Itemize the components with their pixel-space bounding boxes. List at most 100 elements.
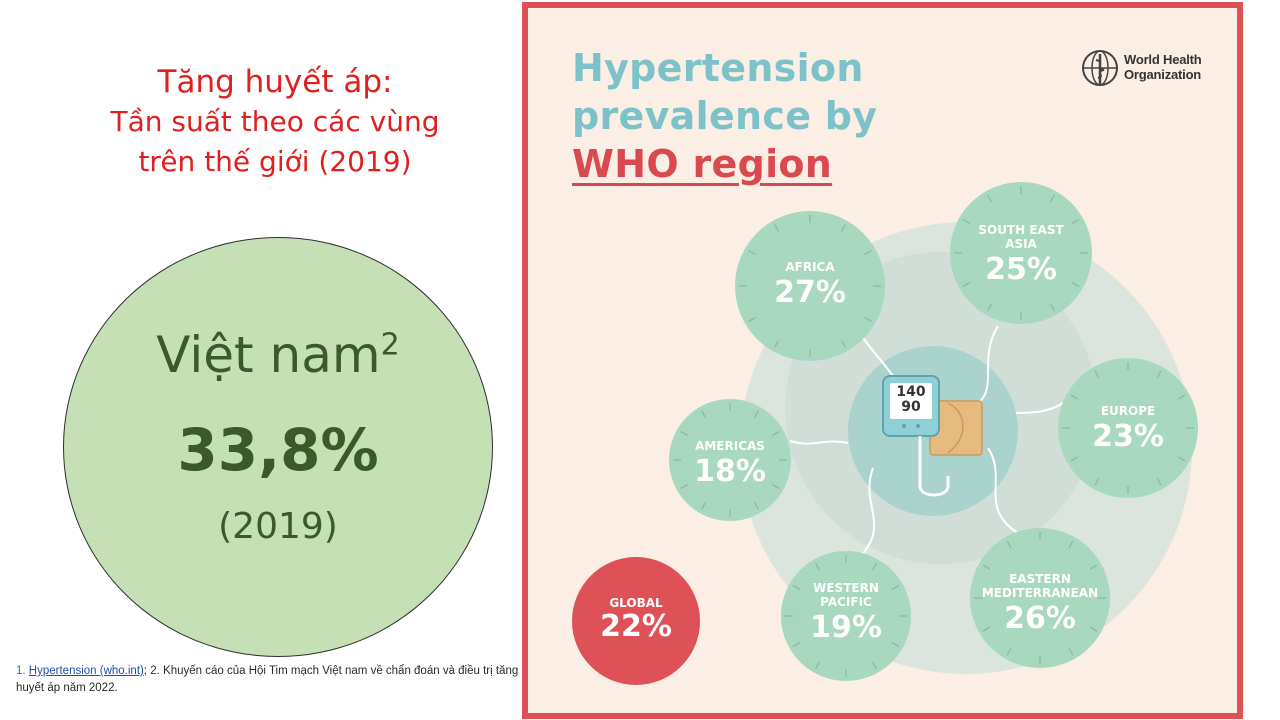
region-circle-europe: [1058, 358, 1198, 498]
dial-tick: [1006, 647, 1012, 656]
infographic-title: Hypertension prevalence by WHO region: [572, 44, 877, 188]
who-logo-line-1: World Health: [1124, 52, 1202, 67]
dial-tick: [753, 502, 760, 510]
bp-diastolic: 90: [901, 399, 921, 415]
dial-tick: [1068, 540, 1074, 549]
dial-tick: [1089, 564, 1098, 570]
dial-tick: [1156, 370, 1162, 379]
who-logo-line-2: Organization: [1124, 67, 1202, 82]
dial-tick: [792, 584, 801, 591]
region-circle-wp: [781, 551, 911, 681]
dial-tick: [1177, 456, 1186, 462]
region-label-wp: WESTERN PACIFIC: [813, 581, 879, 609]
dial-tick: [700, 502, 707, 510]
vietnam-year: (2019): [218, 506, 338, 547]
dial-tick: [840, 340, 847, 348]
dial-tick: [680, 430, 688, 437]
dial-tick: [1071, 218, 1080, 225]
vietnam-circle: Việt nam2 33,8% (2019): [63, 237, 493, 657]
region-value-wp: 19%: [810, 610, 882, 645]
info-title-line-2: prevalence by: [572, 94, 878, 138]
slide-title: Tăng huyết áp: Tần suất theo các vùng tr…: [40, 62, 510, 182]
dial-tick: [864, 249, 872, 256]
dial-tick: [814, 661, 821, 670]
dial-tick: [982, 564, 991, 570]
region-value-africa: 27%: [774, 275, 846, 310]
dial-tick: [962, 218, 971, 225]
region-circle-global: [572, 557, 700, 685]
region-value-global: 22%: [600, 609, 672, 644]
region-value-sea: 25%: [985, 252, 1057, 287]
infographic-diagram: [572, 182, 1198, 685]
dial-tick: [772, 430, 780, 437]
who-logo: World Health Organization: [1080, 48, 1210, 88]
dial-ticks: [673, 186, 1194, 677]
bp-reading: 140 90: [890, 385, 932, 415]
dial-tick: [986, 194, 993, 203]
vietnam-value: 33,8%: [177, 416, 379, 484]
ref1-link[interactable]: Hypertension (who.int): [28, 665, 144, 677]
dial-tick: [1070, 456, 1079, 462]
dial-tick: [1156, 477, 1162, 486]
dial-tick: [748, 249, 756, 256]
dial-tick: [891, 584, 900, 591]
dial-tick: [680, 483, 688, 490]
who-logo-text: World Health Organization: [1124, 52, 1202, 82]
region-label-americas: AMERICAS: [695, 439, 765, 453]
title-line-3: trên thế giới (2019): [138, 145, 412, 178]
region-value-europe: 23%: [1092, 419, 1164, 454]
dial-tick: [773, 224, 780, 232]
dial-tick: [982, 626, 991, 632]
dial-tick: [962, 281, 971, 288]
dial-tick: [1177, 394, 1186, 400]
region-circle-americas: [669, 399, 791, 521]
dial-tick: [814, 562, 821, 571]
title-line-2: Tần suất theo các vùng: [110, 105, 440, 138]
region-circle-sea: [950, 182, 1092, 324]
dial-tick: [1049, 194, 1056, 203]
region-label-global: GLOBAL: [609, 596, 663, 610]
region-value-americas: 18%: [694, 454, 766, 489]
footnote: 1. Hypertension (who.int); 2. Khuyến cáo…: [16, 663, 521, 697]
dial-tick: [1070, 394, 1079, 400]
region-label-europe: EUROPE: [1100, 404, 1156, 418]
region-label-emr: EASTERN MEDITERRANEAN: [981, 572, 1099, 600]
who-emblem-icon: [1082, 50, 1118, 86]
dial-tick: [1071, 281, 1080, 288]
bp-systolic: 140: [896, 384, 926, 400]
dial-tick: [986, 303, 993, 312]
dial-tick: [891, 641, 900, 648]
dial-tick: [840, 224, 847, 232]
dial-tick: [1049, 303, 1056, 312]
dial-tick: [772, 483, 780, 490]
vietnam-label: Việt nam2: [64, 326, 492, 384]
ref2-text: ; 2. Khuyến cáo của Hội Tim mạch Việt na…: [16, 665, 519, 694]
dial-tick: [700, 410, 707, 418]
info-title-line-1: Hypertension: [572, 46, 864, 90]
dial-tick: [864, 316, 872, 323]
dial-tick: [1089, 626, 1098, 632]
dial-tick: [1094, 370, 1100, 379]
dial-tick: [792, 641, 801, 648]
region-circle-emr: [970, 528, 1110, 668]
region-circles: [572, 182, 1198, 685]
who-infographic: 140 90 Hypertension prevalence by WHO re…: [522, 2, 1243, 719]
dial-tick: [773, 340, 780, 348]
dial-tick: [1068, 647, 1074, 656]
dial-tick: [871, 661, 878, 670]
region-value-emr: 26%: [1004, 601, 1076, 636]
ref1-number: 1.: [16, 665, 26, 677]
dial-tick: [1006, 540, 1012, 549]
country-name: Việt nam: [156, 326, 381, 384]
title-line-1: Tăng huyết áp:: [157, 64, 393, 100]
country-ref: 2: [380, 327, 400, 363]
bp-monitor-icon: [882, 375, 983, 497]
dial-tick: [871, 562, 878, 571]
dial-tick: [748, 316, 756, 323]
dial-tick: [753, 410, 760, 418]
dial-tick: [1094, 477, 1100, 486]
region-circle-africa: [735, 211, 885, 361]
region-label-sea: SOUTH EAST ASIA: [978, 223, 1064, 251]
info-title-line-3: WHO region: [572, 142, 833, 186]
region-label-africa: AFRICA: [785, 260, 835, 274]
